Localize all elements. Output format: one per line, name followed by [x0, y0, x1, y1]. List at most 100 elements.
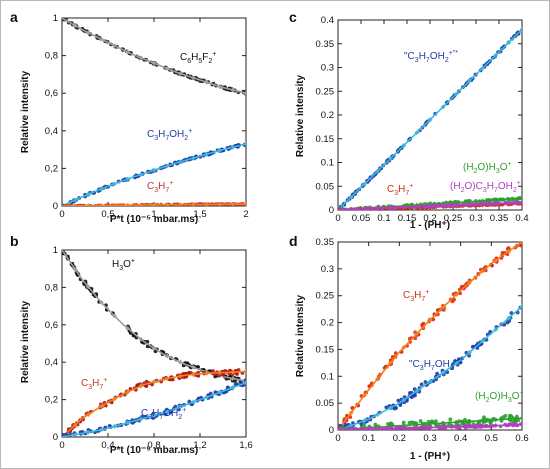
species-label-part: O)H [489, 391, 507, 402]
fit-marker [243, 201, 246, 206]
series-a-0 [62, 18, 246, 96]
species-label-part: + [520, 390, 524, 397]
species-label-part: H [152, 408, 159, 419]
species-label-part: 5 [198, 58, 202, 65]
species-label-text: (H [463, 162, 474, 173]
fit-marker [493, 201, 499, 206]
fit-marker [348, 422, 354, 428]
species-label-part: OH [169, 129, 184, 140]
fit-marker [361, 181, 367, 187]
x-tick-label: 0.15 [398, 213, 417, 224]
fit-marker [151, 60, 157, 66]
panel-letter: b [10, 233, 19, 249]
species-label-part: 3 [508, 397, 512, 404]
x-tick-label: 1,2 [193, 440, 206, 451]
species-label-part: H [191, 52, 198, 63]
fit-marker [138, 416, 144, 422]
fit-marker [480, 268, 485, 274]
y-tick-label: 1 [53, 245, 58, 256]
series-b-2 [62, 378, 246, 437]
species-label-part: + [182, 407, 186, 414]
species-label-part: O [512, 391, 520, 402]
fit-marker [519, 422, 522, 428]
fit-marker [440, 304, 446, 310]
fit-marker [401, 425, 407, 430]
fit-marker [243, 380, 246, 386]
species-label-part: 7 [405, 190, 409, 197]
fit-marker [519, 196, 522, 201]
y-tick-label: 0,6 [45, 320, 58, 331]
species-label-text: H [112, 259, 119, 270]
species-label-part: 7 [494, 187, 498, 194]
species-label-part: 3 [154, 187, 158, 194]
x-axis-label: 1 - (PH⁺) [410, 220, 450, 231]
fit-marker [453, 292, 459, 297]
species-label-part: 3 [88, 384, 92, 391]
x-tick-label: 0 [335, 213, 340, 224]
species-label-part: OH [435, 359, 450, 370]
fit-marker [493, 52, 499, 58]
fit-marker [375, 426, 380, 430]
species-label-text: C [387, 184, 394, 195]
species-label-part: + [212, 51, 216, 58]
species-label-part: H [92, 378, 99, 389]
fit-marker [177, 71, 183, 76]
fit-marker [388, 360, 393, 366]
species-label-text: C [147, 181, 154, 192]
fit-marker [453, 419, 459, 425]
fit-marker [177, 202, 183, 206]
species-label-part: 7 [431, 365, 435, 372]
fit-marker [72, 23, 78, 28]
x-tick-label: 0.05 [352, 213, 371, 224]
fit-marker [177, 359, 183, 365]
fit-marker [440, 424, 446, 430]
fit-marker [401, 143, 407, 148]
panel-b: 0 0,4 0,8 1,2 1,6 0 0,2 0,4 0,6 0,8 1 P*t (10⁻⁵ mba… [10, 233, 253, 456]
fit-marker [191, 399, 196, 405]
data-point [344, 431, 348, 435]
x-axis-label: P*t (10⁻⁵ mbar.ms) [110, 445, 198, 456]
fit-marker [72, 266, 78, 272]
fit-marker [440, 104, 446, 110]
fit-marker [467, 424, 472, 429]
species-label-part: 2 [461, 187, 465, 194]
fit-marker [112, 423, 117, 429]
fit-marker [177, 373, 183, 379]
data-point [396, 398, 401, 403]
fit-marker [493, 417, 499, 423]
data-point [434, 419, 438, 423]
species-label-text: "C [404, 51, 415, 62]
species-label-text: C [141, 408, 148, 419]
fit-marker [467, 199, 472, 205]
y-tick-label: 0.15 [316, 134, 335, 145]
fit-marker [361, 426, 367, 430]
data-point [435, 371, 440, 376]
data-point [418, 419, 423, 423]
fit-marker [99, 186, 104, 192]
fit-marker [177, 159, 183, 165]
species-label-part: 6 [187, 58, 191, 65]
fit-marker [414, 130, 420, 136]
x-tick-label: 0.1 [377, 213, 390, 224]
species-label: C3H7+ [147, 180, 173, 194]
species-label-part: + [169, 180, 173, 187]
species-label-part: O [123, 259, 131, 270]
y-axis-label: Relative intensity [20, 70, 31, 153]
fit-marker [112, 181, 117, 187]
y-tick-label: 0.35 [316, 237, 335, 248]
species-label-part: O [500, 162, 508, 173]
data-point [518, 243, 522, 248]
x-tick-label: 0.1 [362, 433, 375, 444]
fit-marker [204, 202, 209, 206]
data-point [341, 431, 345, 435]
y-tick-label: 0,2 [45, 395, 58, 406]
series-d-1 [338, 304, 522, 430]
data-point [467, 353, 471, 358]
species-label-part: H [398, 184, 405, 195]
fit-marker [427, 203, 433, 209]
series-d-0 [338, 242, 522, 430]
species-label-part: + [508, 161, 512, 168]
species-label-part: H [419, 51, 426, 62]
fit-marker [138, 383, 144, 389]
fit-marker [164, 376, 170, 381]
